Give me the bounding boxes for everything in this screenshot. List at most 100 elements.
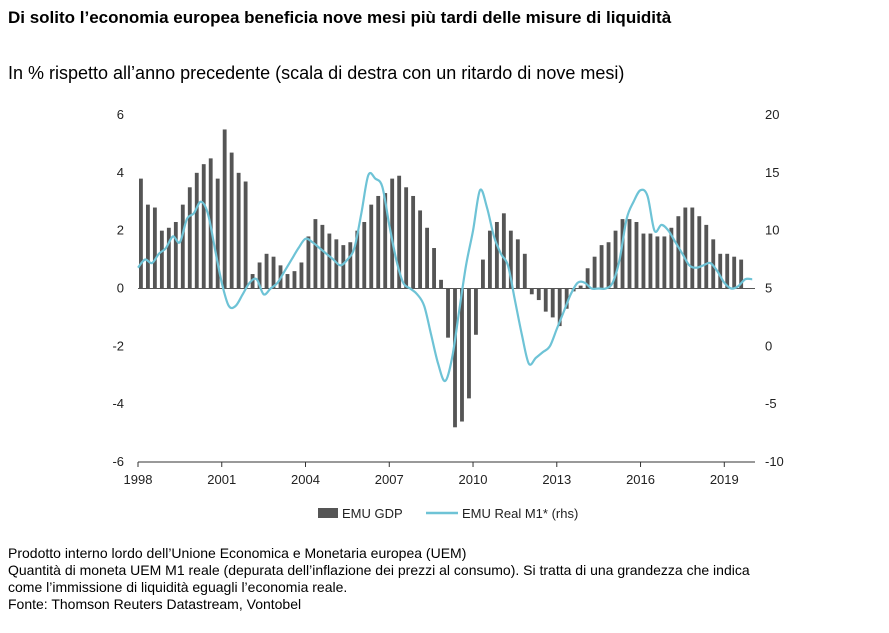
gdp-bar xyxy=(697,216,702,289)
gdp-bar xyxy=(320,224,325,289)
gdp-bar xyxy=(739,259,744,289)
gdp-bar xyxy=(187,187,192,289)
gdp-bar xyxy=(348,242,353,289)
gdp-bar xyxy=(362,221,367,289)
gdp-bar xyxy=(215,178,220,289)
gdp-bar xyxy=(285,274,290,289)
gdp-bar xyxy=(648,233,653,289)
chart-title: Di solito l’economia europea beneficia n… xyxy=(8,8,672,27)
gdp-bar xyxy=(536,288,541,301)
y-left-tick-label: -4 xyxy=(112,396,124,411)
legend-m1-label: EMU Real M1* (rhs) xyxy=(462,506,578,521)
gdp-bar xyxy=(585,268,590,289)
gdp-bar xyxy=(704,224,709,289)
gdp-bar xyxy=(501,213,506,289)
gdp-bar xyxy=(522,253,527,289)
gdp-bar xyxy=(592,256,597,289)
gdp-bar xyxy=(383,193,388,289)
gdp-bar xyxy=(676,216,681,289)
gdp-bar xyxy=(543,288,548,312)
gdp-bar xyxy=(725,253,730,289)
gdp-bar xyxy=(690,207,695,289)
gdp-bar xyxy=(355,230,360,289)
gdp-bar xyxy=(180,204,185,289)
gdp-bar xyxy=(369,204,374,289)
gdp-bar xyxy=(453,288,457,428)
gdp-bar xyxy=(306,236,311,289)
m1-line-group xyxy=(137,171,753,383)
gdp-bar xyxy=(166,227,171,289)
gdp-bar xyxy=(467,288,471,399)
gdp-bar xyxy=(634,221,639,289)
gdp-bar xyxy=(718,253,723,289)
x-tick-label: 2007 xyxy=(375,472,404,487)
gdp-bar xyxy=(236,172,241,289)
gdp-bar xyxy=(732,256,737,289)
gdp-bar xyxy=(397,175,402,289)
gdp-bar xyxy=(327,233,332,289)
gdp-bar xyxy=(173,221,178,289)
gdp-bar xyxy=(474,288,478,335)
y-right-tick-label: 0 xyxy=(765,338,772,353)
x-tick-label: 2019 xyxy=(710,472,739,487)
gdp-bar xyxy=(481,259,485,289)
y-right-tick-label: 20 xyxy=(765,107,779,122)
y-left-tick-label: 6 xyxy=(117,107,124,122)
note-m1-line1: Quantità di moneta UEM M1 reale (depurat… xyxy=(8,562,750,578)
gdp-bar xyxy=(662,236,667,289)
chart-legend: EMU GDP EMU Real M1* (rhs) xyxy=(318,506,578,521)
gdp-bar xyxy=(711,239,716,289)
gdp-bar xyxy=(376,195,381,289)
x-tick-label: 2001 xyxy=(207,472,236,487)
y-left-tick-label: -6 xyxy=(112,454,124,469)
y-left-tick-label: -2 xyxy=(112,338,124,353)
gdp-bar xyxy=(515,239,520,289)
gdp-bar xyxy=(159,230,164,289)
gdp-bar xyxy=(683,207,688,289)
y-right-tick-label: 15 xyxy=(765,165,779,180)
gdp-bar xyxy=(508,230,513,289)
combo-chart: -6 -4 -2 0 2 4 6 -10 -5 0 5 10 15 20 1998 2001 2004 2007 2… xyxy=(112,107,784,521)
gdp-bar xyxy=(390,178,395,289)
gdp-bar xyxy=(578,285,583,289)
gdp-bar xyxy=(229,152,234,289)
y-left-tick-label: 0 xyxy=(117,281,124,296)
gdp-bar xyxy=(411,195,416,289)
m1-line xyxy=(137,171,753,383)
y-right-tick-label: 10 xyxy=(765,223,779,238)
gdp-bar xyxy=(446,288,450,338)
gdp-bar xyxy=(271,256,276,289)
y-left-tick-label: 4 xyxy=(117,165,124,180)
gdp-bar xyxy=(620,219,625,289)
gdp-bar xyxy=(613,230,618,289)
gdp-bar xyxy=(257,262,262,289)
gdp-bar xyxy=(432,248,436,289)
gdp-bar xyxy=(292,271,297,289)
gdp-bar xyxy=(550,288,555,318)
x-tick-label: 1998 xyxy=(124,472,153,487)
x-tick-label: 2013 xyxy=(542,472,571,487)
legend-gdp-label: EMU GDP xyxy=(342,506,403,521)
gdp-bar xyxy=(641,233,646,289)
gdp-bar xyxy=(557,288,562,327)
note-source: Fonte: Thomson Reuters Datastream, Vonto… xyxy=(8,596,302,612)
gdp-bars xyxy=(139,129,744,428)
gdp-bar xyxy=(606,242,611,289)
footnotes: Prodotto interno lordo dell’Unione Econo… xyxy=(8,545,883,613)
gdp-bar xyxy=(494,221,499,289)
gdp-bar xyxy=(194,172,199,289)
gdp-bar xyxy=(487,230,492,289)
gdp-bar xyxy=(418,210,423,289)
y-right-tick-label: -10 xyxy=(765,454,784,469)
x-tick-label: 2010 xyxy=(459,472,488,487)
gdp-bar xyxy=(669,227,674,289)
note-m1-line2: come l’immissione di liquidità eguagli l… xyxy=(8,579,348,595)
legend-gdp-swatch xyxy=(318,508,338,518)
gdp-bar xyxy=(145,204,150,289)
gdp-bar xyxy=(529,288,534,295)
gdp-bar xyxy=(599,245,604,289)
gdp-bar xyxy=(139,178,143,289)
y-right-tick-label: -5 xyxy=(765,396,777,411)
gdp-bar xyxy=(404,187,409,289)
gdp-bar xyxy=(627,219,632,289)
